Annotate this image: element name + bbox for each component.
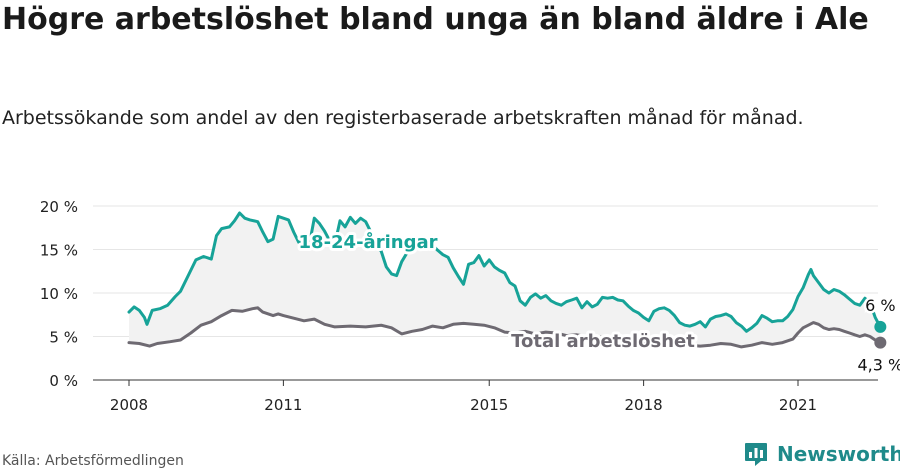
x-tick-label: 2008 — [110, 396, 148, 414]
series-line-youth — [127, 211, 882, 333]
y-tick-label: 20 % — [40, 198, 78, 216]
end-dot-youth — [874, 320, 887, 333]
x-tick-label: 2018 — [625, 396, 663, 414]
axes: 0 % 5 % 10 % 15 % 20 % 2008 2011 2015 2018 2021 — [40, 198, 878, 414]
y-tick-label: 5 % — [49, 329, 78, 347]
x-tick-label: 2021 — [779, 396, 817, 414]
series-lines — [127, 211, 882, 349]
difference-band — [129, 213, 881, 347]
x-tick-label: 2015 — [470, 396, 508, 414]
bar-chart-logo-icon — [745, 443, 767, 466]
y-tick-label: 0 % — [49, 372, 78, 390]
series-line-total — [127, 306, 882, 349]
source-note: Källa: Arbetsförmedlingen — [2, 453, 184, 469]
brand-name: Newsworthy — [777, 442, 900, 466]
end-label-youth: 6 % — [865, 296, 895, 315]
series-label-total: Total arbetslöshet — [511, 331, 695, 352]
y-tick-label: 15 % — [40, 242, 78, 260]
series-label-youth: 18-24-åringar — [299, 231, 438, 253]
end-dot-total — [874, 336, 887, 349]
x-tick-label: 2011 — [264, 396, 302, 414]
brand-logo: Newsworthy — [743, 441, 900, 467]
end-label-total: 4,3 % — [857, 356, 900, 375]
series-labels: 18-24-åringar Total arbetslöshet 6 % 4,3 % — [296, 228, 900, 377]
chart-subtitle: Arbetssökande som andel av den registerb… — [2, 107, 804, 129]
y-tick-label: 10 % — [40, 285, 78, 303]
chart-title: Högre arbetslöshet bland unga än bland ä… — [2, 2, 869, 37]
